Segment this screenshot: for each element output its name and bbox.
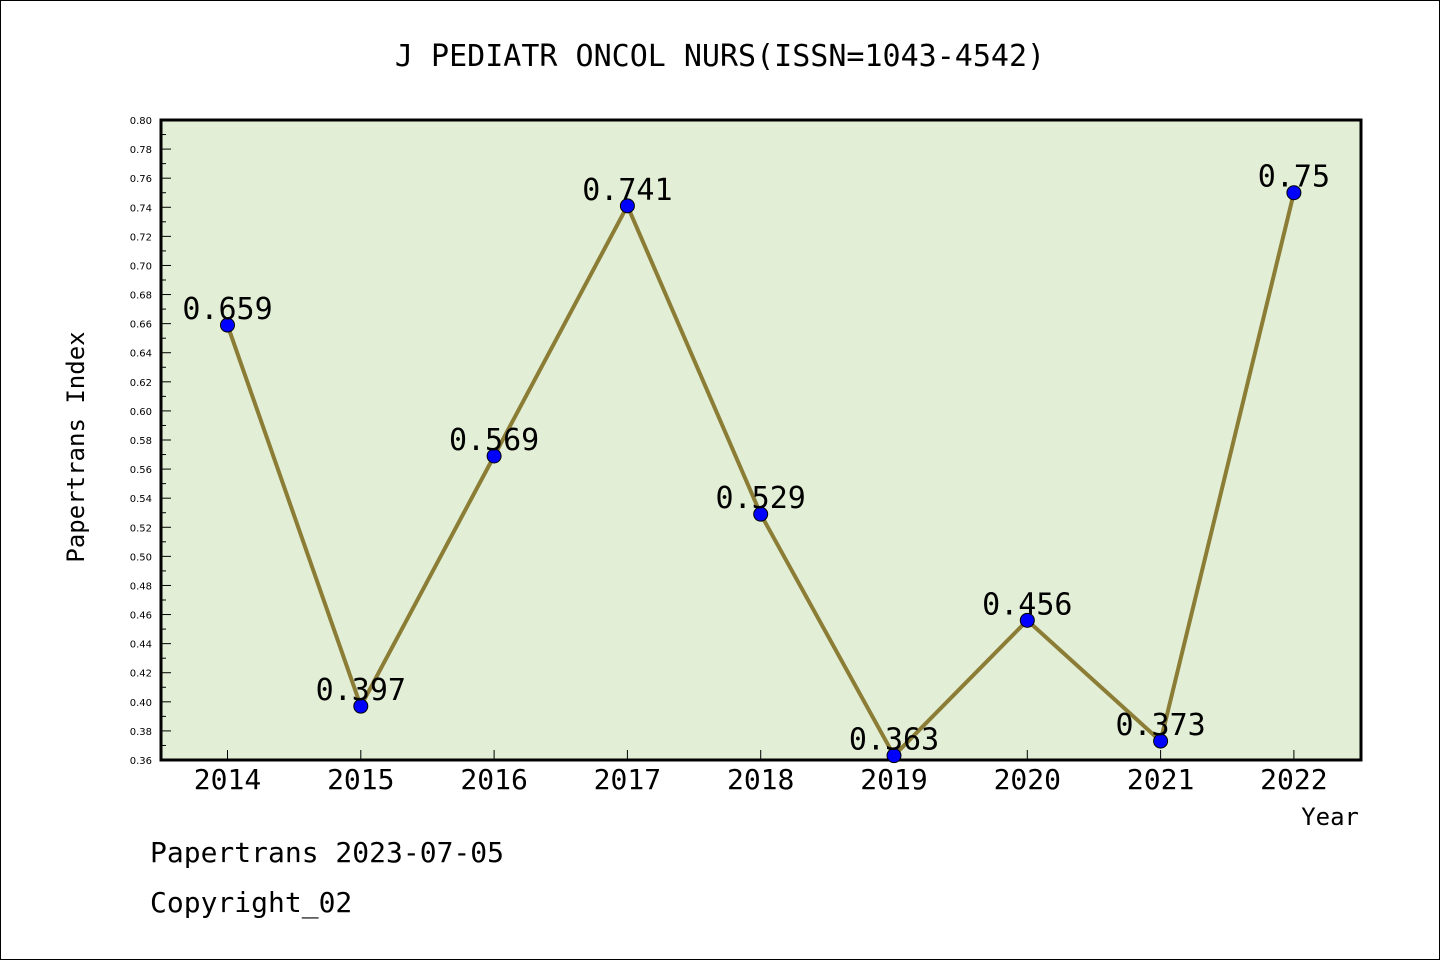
y-tick-label: 0.40: [130, 698, 152, 709]
y-tick-label: 0.76: [130, 174, 152, 185]
data-point: [1286, 185, 1302, 201]
y-tick-label: 0.48: [130, 581, 152, 592]
y-tick-label: 0.70: [130, 261, 152, 272]
y-tick-label: 0.38: [130, 727, 152, 738]
x-tick-label: 2014: [194, 763, 261, 796]
x-tick-label: 2017: [594, 763, 661, 796]
x-tick-label: 2021: [1127, 763, 1194, 796]
y-axis-label: Papertrans Index: [62, 331, 90, 562]
y-tick-label: 0.68: [130, 291, 152, 302]
y-tick-label: 0.72: [130, 232, 152, 243]
data-label: 0.741: [582, 173, 672, 208]
footer-date: Papertrans 2023-07-05: [150, 836, 505, 869]
x-tick-label: 2015: [327, 763, 394, 796]
y-tick-label: 0.50: [130, 552, 152, 563]
y-tick-label: 0.78: [130, 145, 152, 156]
x-tick-label: 2018: [727, 763, 794, 796]
y-tick-label: 0.74: [130, 203, 152, 214]
y-axis: 0.36 0.38 0.40 0.42 0.44 0.46 0.48 0.50 0.52 0.54…: [130, 116, 171, 767]
data-label: 0.659: [182, 292, 272, 327]
y-tick-label: 0.58: [130, 436, 152, 447]
data-labels: 0.659 0.397 0.569 0.741 0.529 0.363 0.456 0.373…: [182, 160, 1330, 758]
x-axis-label: Year: [1301, 803, 1359, 831]
y-tick-label: 0.56: [130, 465, 152, 476]
data-point: [486, 448, 502, 464]
data-label: 0.397: [316, 673, 406, 708]
plot-area: [159, 118, 1363, 762]
y-tick-label: 0.44: [130, 640, 152, 651]
data-points: [220, 185, 1302, 764]
data-point: [753, 506, 769, 522]
data-point: [1019, 612, 1035, 628]
data-label: 0.569: [449, 423, 539, 458]
y-tick-label: 0.62: [130, 378, 152, 389]
x-axis: 2014 2015 2016 2017 2018 2019 2020 2021 2022: [194, 750, 1328, 796]
data-label: 0.529: [716, 481, 806, 516]
y-tick-label: 0.80: [130, 116, 152, 127]
data-label: 0.75: [1258, 160, 1330, 195]
data-point: [220, 317, 235, 333]
data-point: [886, 748, 902, 764]
data-label: 0.456: [982, 587, 1072, 622]
data-point: [1153, 733, 1169, 749]
y-tick-label: 0.46: [130, 611, 152, 622]
data-point: [353, 698, 369, 714]
data-label: 0.363: [849, 723, 939, 758]
x-tick-label: 2022: [1260, 763, 1327, 796]
y-tick-label: 0.42: [130, 669, 152, 680]
chart-title: J PEDIATR ONCOL NURS(ISSN=1043-4542): [395, 39, 1045, 74]
data-point: [619, 198, 635, 214]
data-label: 0.373: [1115, 708, 1205, 743]
y-tick-label: 0.54: [130, 494, 152, 505]
y-tick-label: 0.36: [130, 756, 152, 767]
y-tick-label: 0.52: [130, 523, 152, 534]
footer-copyright: Copyright_02: [150, 886, 353, 919]
y-tick-label: 0.60: [130, 407, 152, 418]
x-tick-label: 2016: [460, 763, 527, 796]
y-tick-label: 0.66: [130, 320, 152, 331]
y-tick-label: 0.64: [130, 349, 152, 360]
x-tick-label: 2019: [860, 763, 927, 796]
x-tick-label: 2020: [994, 763, 1061, 796]
